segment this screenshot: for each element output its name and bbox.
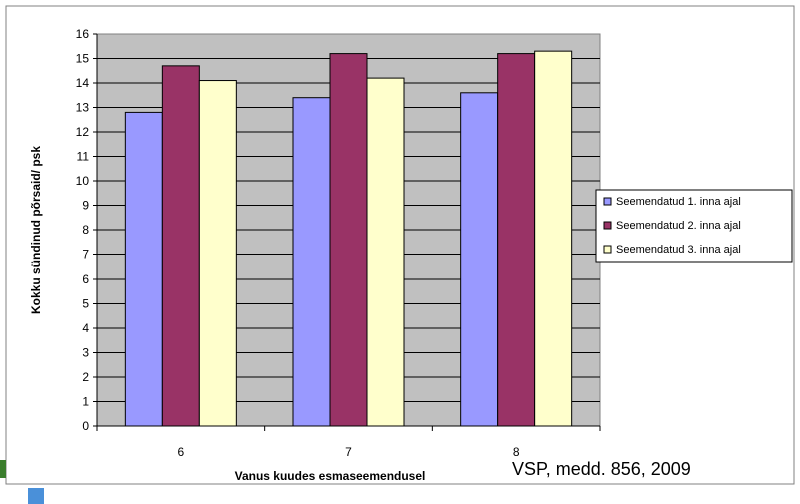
bar bbox=[198, 80, 237, 427]
legend-label: Seemendatud 1. inna ajal bbox=[616, 196, 741, 208]
legend-label: Seemendatud 2. inna ajal bbox=[616, 220, 741, 232]
y-tick-label: 1 bbox=[82, 395, 89, 409]
legend-swatch bbox=[603, 245, 612, 254]
y-tick-label: 9 bbox=[82, 199, 89, 213]
y-tick-label: 2 bbox=[82, 370, 89, 384]
source-note: VSP, medd. 856, 2009 bbox=[512, 459, 691, 479]
bar bbox=[292, 97, 331, 427]
y-tick-label: 10 bbox=[76, 174, 90, 188]
legend-swatch bbox=[603, 221, 612, 230]
y-axis-title: Kokku sündinud põrsaid/ psk bbox=[29, 146, 43, 314]
x-tick-label: 7 bbox=[345, 445, 352, 459]
x-axis-title: Vanus kuudes esmaseemendusel bbox=[235, 469, 426, 483]
y-tick-label: 12 bbox=[76, 125, 90, 139]
bar bbox=[497, 53, 536, 427]
x-tick-label: 8 bbox=[513, 445, 520, 459]
y-tick-label: 6 bbox=[82, 272, 89, 286]
y-tick-label: 14 bbox=[76, 76, 90, 90]
y-tick-label: 0 bbox=[82, 419, 89, 433]
y-tick-label: 16 bbox=[76, 27, 90, 41]
bars bbox=[124, 50, 573, 427]
y-tick-label: 4 bbox=[82, 321, 89, 335]
bar bbox=[366, 77, 405, 427]
x-tick-label: 6 bbox=[177, 445, 184, 459]
y-tick-label: 8 bbox=[82, 223, 89, 237]
corner-logo-fragment bbox=[28, 488, 44, 504]
y-tick-label: 15 bbox=[76, 52, 90, 66]
legend-box bbox=[595, 189, 793, 263]
x-axis-ticks: 6 7 8 bbox=[96, 426, 601, 459]
legend: Seemendatud 1. inna ajal Seemendatud 2. i… bbox=[595, 189, 793, 263]
y-tick-label: 7 bbox=[82, 248, 89, 262]
y-tick-label: 5 bbox=[82, 297, 89, 311]
bar bbox=[124, 111, 163, 427]
legend-swatch bbox=[603, 197, 612, 206]
left-edge-accent bbox=[0, 460, 6, 478]
bar bbox=[161, 65, 200, 427]
y-tick-label: 3 bbox=[82, 346, 89, 360]
bar bbox=[534, 50, 573, 427]
legend-label: Seemendatud 3. inna ajal bbox=[616, 244, 741, 256]
y-tick-label: 11 bbox=[77, 150, 90, 164]
y-tick-label: 13 bbox=[76, 101, 90, 115]
bar bbox=[460, 92, 499, 427]
bar bbox=[329, 53, 368, 427]
chart-border bbox=[5, 5, 795, 485]
